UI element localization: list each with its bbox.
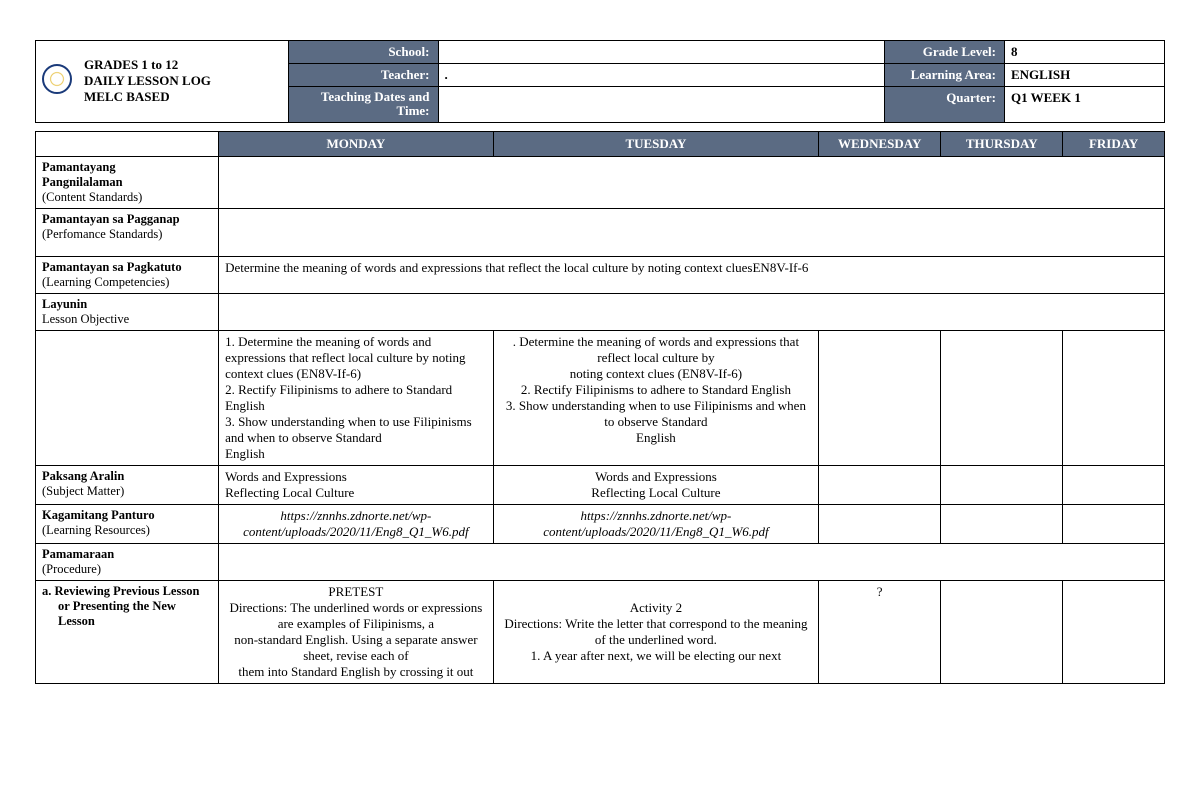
label-objective: Layunin Lesson Objective (36, 293, 219, 330)
lr-l2: (Learning Resources) (42, 523, 150, 537)
col-thursday: THURSDAY (941, 131, 1063, 156)
label-dates: Teaching Dates and Time: (288, 87, 438, 123)
blank-corner (36, 131, 219, 156)
label-teacher: Teacher: (288, 64, 438, 87)
value-grade: 8 (1005, 41, 1165, 64)
cell-review-thu (941, 580, 1063, 683)
cell-objective-tue: . Determine the meaning of words and exp… (493, 330, 818, 465)
deped-seal-icon (42, 64, 72, 94)
cell-review-tue: Activity 2 Directions: Write the letter … (493, 580, 818, 683)
lr-l1: Kagamitang Panturo (42, 508, 155, 522)
value-area: ENGLISH (1005, 64, 1165, 87)
label-reviewing: a. Reviewing Previous Lesson or Presenti… (36, 580, 219, 683)
label-content-standards: Pamantayang Pangnilalaman (Content Stand… (36, 156, 219, 208)
cs-l2: Pangnilalaman (42, 175, 123, 189)
obj-l1: Layunin (42, 297, 87, 311)
label-learning-competencies: Pamantayan sa Pagkatuto (Learning Compet… (36, 256, 219, 293)
cell-subject-tue: Words and Expressions Reflecting Local C… (493, 465, 818, 504)
review-tue-body: Directions: Write the letter that corres… (504, 616, 807, 663)
row-objective-label: Layunin Lesson Objective (36, 293, 1165, 330)
col-monday: MONDAY (219, 131, 494, 156)
label-performance-standards: Pamantayan sa Pagganap (Perfomance Stand… (36, 208, 219, 256)
cell-subject-wed (819, 465, 941, 504)
value-teacher: . (438, 64, 885, 87)
cell-objective-thu (941, 330, 1063, 465)
cell-review-wed: ? (819, 580, 941, 683)
lc-l2: (Learning Competencies) (42, 275, 169, 289)
cell-subject-thu (941, 465, 1063, 504)
label-learning-resources: Kagamitang Panturo (Learning Resources) (36, 504, 219, 543)
obj-l2: Lesson Objective (42, 312, 129, 326)
cell-objective-wed (819, 330, 941, 465)
title-line-2: DAILY LESSON LOG (84, 73, 211, 88)
cell-review-mon: PRETEST Directions: The underlined words… (219, 580, 494, 683)
cell-objective-fri (1063, 330, 1165, 465)
logo-cell (36, 41, 79, 123)
sm-l1: Paksang Aralin (42, 469, 124, 483)
sm-l2: (Subject Matter) (42, 484, 124, 498)
label-dates-text: Teaching Dates and Time: (321, 89, 430, 118)
cell-subject-fri (1063, 465, 1165, 504)
review-tue-title: Activity 2 (630, 600, 682, 615)
title-line-3: MELC BASED (84, 89, 170, 104)
row-procedure: Pamamaraan (Procedure) (36, 543, 1165, 580)
proc-l2: (Procedure) (42, 562, 101, 576)
header-table: GRADES 1 to 12 DAILY LESSON LOG MELC BAS… (35, 40, 1165, 123)
value-school (438, 41, 885, 64)
rev-l1: a. Reviewing Previous Lesson or Presenti… (58, 584, 212, 629)
label-procedure: Pamamaraan (Procedure) (36, 543, 219, 580)
lc-l1: Pamantayan sa Pagkatuto (42, 260, 182, 274)
col-wednesday: WEDNESDAY (819, 131, 941, 156)
doc-title: GRADES 1 to 12 DAILY LESSON LOG MELC BAS… (78, 41, 288, 123)
cell-content-standards (219, 156, 1165, 208)
cell-objective-blank (219, 293, 1165, 330)
review-mon-body: Directions: The underlined words or expr… (229, 600, 482, 679)
label-grade: Grade Level: (885, 41, 1005, 64)
ps-l1: Pamantayan sa Pagganap (42, 212, 180, 226)
label-area: Learning Area: (885, 64, 1005, 87)
value-quarter: Q1 WEEK 1 (1005, 87, 1165, 123)
row-subject-matter: Paksang Aralin (Subject Matter) Words an… (36, 465, 1165, 504)
day-header-row: MONDAY TUESDAY WEDNESDAY THURSDAY FRIDAY (36, 131, 1165, 156)
row-learning-resources: Kagamitang Panturo (Learning Resources) … (36, 504, 1165, 543)
col-friday: FRIDAY (1063, 131, 1165, 156)
cs-l1: Pamantayang (42, 160, 116, 174)
cs-l3: (Content Standards) (42, 190, 142, 204)
cell-resources-mon: https://znnhs.zdnorte.net/wp-content/upl… (219, 504, 494, 543)
label-school: School: (288, 41, 438, 64)
cell-performance-standards (219, 208, 1165, 256)
ps-l2: (Perfomance Standards) (42, 227, 162, 241)
proc-l1: Pamamaraan (42, 547, 114, 561)
value-dates (438, 87, 885, 123)
cell-objective-mon: 1. Determine the meaning of words and ex… (219, 330, 494, 465)
col-tuesday: TUESDAY (493, 131, 818, 156)
cell-learning-competencies: Determine the meaning of words and expre… (219, 256, 1165, 293)
row-learning-competencies: Pamantayan sa Pagkatuto (Learning Compet… (36, 256, 1165, 293)
cell-resources-thu (941, 504, 1063, 543)
label-subject-matter: Paksang Aralin (Subject Matter) (36, 465, 219, 504)
cell-resources-wed (819, 504, 941, 543)
cell-resources-fri (1063, 504, 1165, 543)
label-objective-empty (36, 330, 219, 465)
cell-resources-tue: https://znnhs.zdnorte.net/wp-content/upl… (493, 504, 818, 543)
row-objective-content: 1. Determine the meaning of words and ex… (36, 330, 1165, 465)
review-mon-title: PRETEST (328, 584, 383, 599)
label-quarter: Quarter: (885, 87, 1005, 123)
lesson-table: MONDAY TUESDAY WEDNESDAY THURSDAY FRIDAY… (35, 131, 1165, 684)
row-reviewing: a. Reviewing Previous Lesson or Presenti… (36, 580, 1165, 683)
cell-review-fri (1063, 580, 1165, 683)
cell-subject-mon: Words and Expressions Reflecting Local C… (219, 465, 494, 504)
title-line-1: GRADES 1 to 12 (84, 57, 178, 72)
cell-procedure-blank (219, 543, 1165, 580)
row-performance-standards: Pamantayan sa Pagganap (Perfomance Stand… (36, 208, 1165, 256)
row-content-standards: Pamantayang Pangnilalaman (Content Stand… (36, 156, 1165, 208)
